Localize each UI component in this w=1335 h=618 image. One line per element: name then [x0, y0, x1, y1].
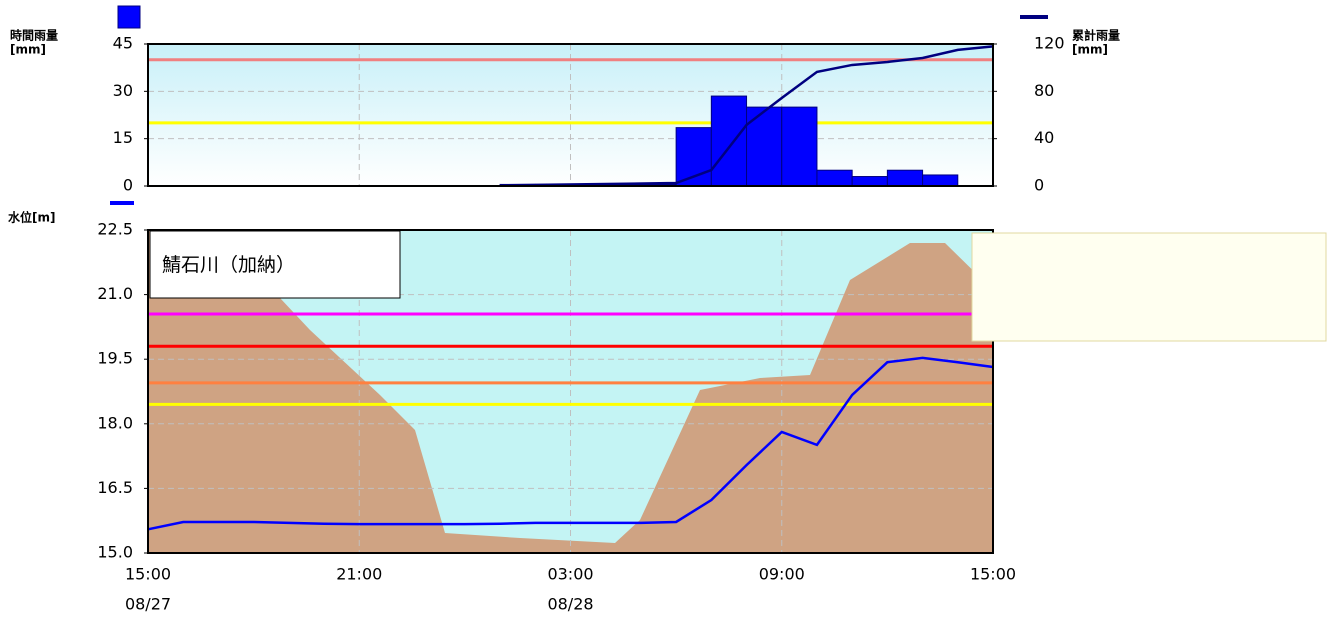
y-tick-label: 30 — [113, 81, 133, 100]
y-tick-label: 22.5 — [97, 220, 133, 239]
level-plot-frame — [147, 229, 994, 554]
rain-bar — [851, 176, 888, 187]
y-axis-unit: [mm] — [10, 43, 46, 57]
y-tick-label: 15 — [113, 128, 133, 147]
x-date-label: 08/28 — [547, 595, 593, 614]
x-tick-label: 15:00 — [125, 565, 171, 584]
y2-tick-label: 0 — [1034, 176, 1044, 195]
y2-axis-label: 累計雨量 — [1072, 28, 1120, 43]
series-line — [500, 45, 994, 187]
y-tick-label: 45 — [113, 34, 133, 53]
series-line — [147, 356, 994, 531]
y-tick-label: 15.0 — [97, 543, 133, 562]
station-name: 鯖石川（加納） — [162, 254, 295, 276]
y-tick-label: 0 — [123, 176, 133, 195]
x-tick-label: 15:00 — [970, 565, 1016, 584]
station-box — [149, 230, 401, 299]
level-axis-label: 水位[m] — [8, 210, 55, 225]
y-axis-label: 時間雨量 — [10, 28, 58, 43]
x-date-label: 08/27 — [125, 595, 171, 614]
x-tick-label: 03:00 — [547, 565, 593, 584]
y2-tick-label: 120 — [1034, 34, 1065, 53]
rain-bar — [922, 174, 959, 187]
y2-axis-unit: [mm] — [1072, 43, 1108, 57]
rain-plot-frame — [147, 43, 994, 187]
x-tick-label: 09:00 — [759, 565, 805, 584]
y-tick-label: 16.5 — [97, 478, 133, 497]
y2-tick-label: 80 — [1034, 81, 1054, 100]
rain-bar — [710, 95, 748, 187]
legend-icon — [117, 5, 141, 29]
y2-tick-label: 40 — [1034, 128, 1054, 147]
legend-icon — [1020, 15, 1048, 19]
legend-icon — [110, 201, 134, 205]
legend — [971, 232, 1327, 342]
y-tick-label: 19.5 — [97, 349, 133, 368]
x-tick-label: 21:00 — [336, 565, 382, 584]
y-tick-label: 21.0 — [97, 284, 133, 303]
rain-bar — [816, 169, 853, 187]
rain-bar — [781, 106, 818, 187]
y-tick-label: 18.0 — [97, 413, 133, 432]
rain-bar — [746, 106, 783, 187]
rain-bar — [886, 169, 924, 187]
